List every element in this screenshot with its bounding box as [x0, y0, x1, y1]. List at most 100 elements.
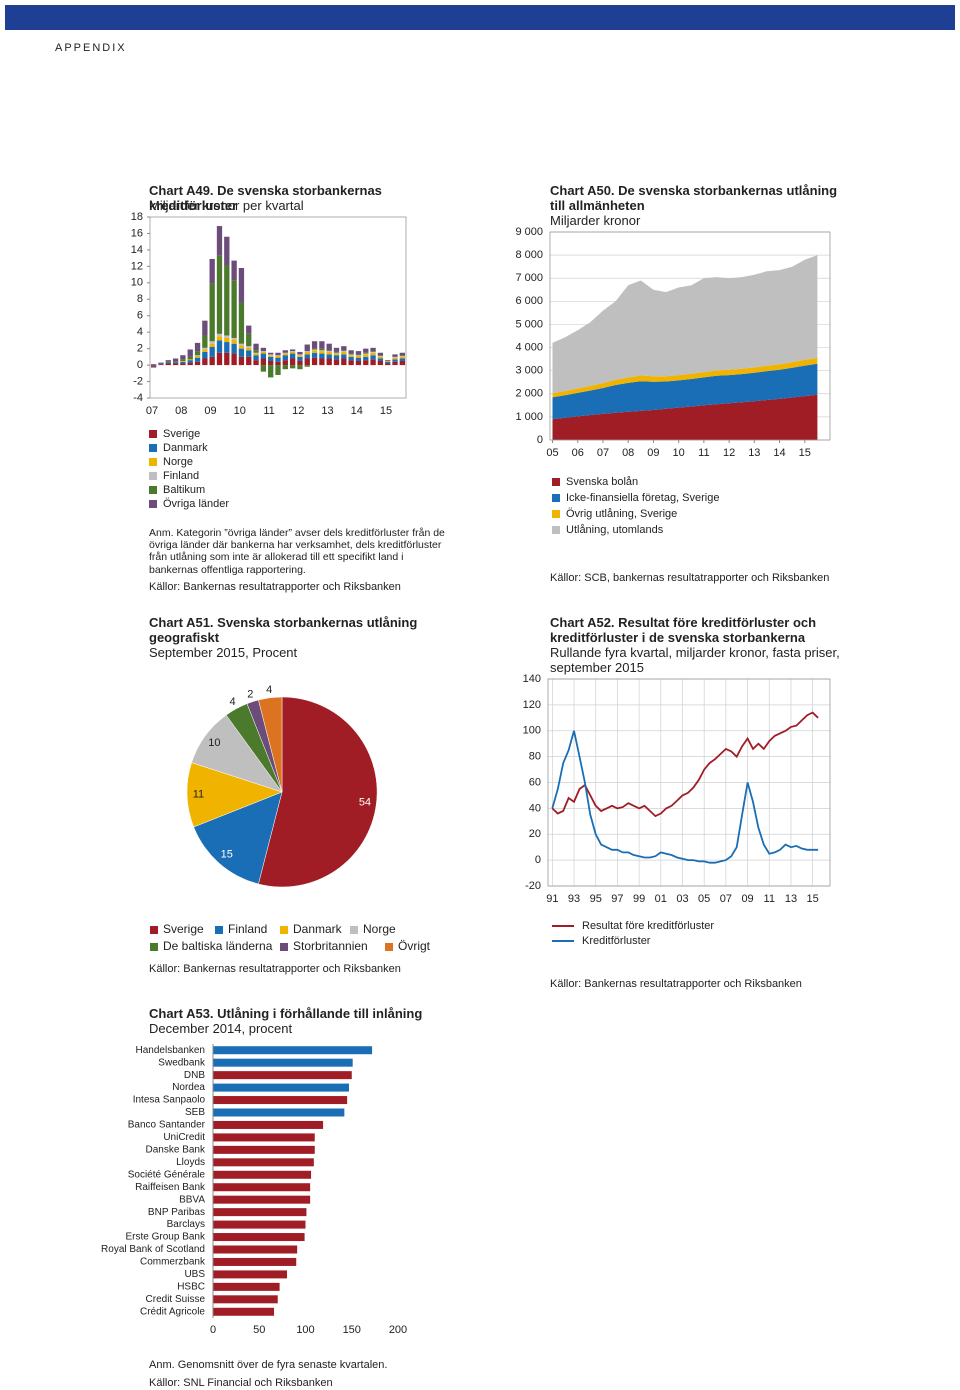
bar-segment: [392, 359, 398, 362]
bar-segment: [392, 354, 398, 357]
bar-segment: [246, 350, 252, 357]
bar-segment: [333, 353, 340, 356]
bar-segment: [238, 356, 245, 366]
bar-segment: [319, 341, 325, 349]
bar-segment: [282, 353, 288, 356]
bar-segment: [370, 347, 376, 352]
bar-segment: [319, 353, 325, 359]
bar-segment: [268, 356, 274, 361]
bar: [213, 1282, 280, 1291]
y-tick-label: 100: [523, 725, 541, 737]
bar-segment: [355, 354, 362, 356]
bar-segment: [370, 351, 376, 352]
bar-segment: [224, 352, 230, 366]
data-label: 4: [266, 684, 272, 696]
legend-label: Storbritannien: [293, 939, 368, 953]
x-tick-label: 14: [773, 447, 785, 459]
bar-segment: [363, 353, 369, 355]
bar-segment: [246, 346, 252, 348]
y-tick-label: Société Générale: [128, 1169, 206, 1180]
x-tick-label: 15: [807, 893, 819, 905]
y-tick-label: BBVA: [179, 1194, 205, 1205]
legend-label: Danmark: [163, 442, 208, 454]
legend-swatch: [149, 500, 157, 508]
chart-title: Chart A52. Resultat före kreditförluster…: [550, 615, 817, 645]
y-tick-label: 0: [535, 854, 541, 866]
bar-segment: [377, 356, 384, 357]
bar-segment: [202, 358, 208, 366]
plot-frame: [149, 216, 407, 399]
bar-segment: [399, 352, 405, 356]
legend-swatch: [149, 486, 157, 494]
legend-swatch: [149, 430, 157, 438]
pie-slice: [258, 696, 283, 793]
data-label: 10: [208, 737, 220, 749]
y-tick-label: Nordea: [172, 1082, 205, 1093]
y-tick-label: -2: [133, 375, 143, 387]
bar-segment: [289, 353, 296, 359]
y-tick-label: -4: [133, 392, 143, 404]
bar-segment: [385, 360, 391, 362]
bar-segment: [202, 347, 208, 350]
bar-segment: [253, 350, 259, 353]
chart-source: Källor: SCB, bankernas resultatrapporter…: [550, 572, 830, 584]
data-label: 15: [221, 849, 233, 861]
chart-title: Chart A49. De svenska storbankernas kred…: [149, 183, 382, 213]
bar-segment: [304, 365, 310, 367]
bar-segment: [363, 352, 369, 354]
bar-segment: [231, 353, 237, 366]
bar-segment: [260, 347, 267, 352]
bar-segment: [355, 351, 362, 355]
bar-segment: [231, 343, 237, 354]
y-tick-label: 6 000: [515, 295, 543, 307]
bar-segment: [246, 356, 252, 366]
bar-segment: [341, 354, 347, 359]
x-tick-label: 10: [673, 447, 685, 459]
chart-title: Chart A51. Svenska storbankernas utlånin…: [149, 615, 418, 645]
bar-segment: [158, 364, 164, 366]
line: [551, 711, 819, 818]
y-tick-label: Royal Bank of Scotland: [101, 1244, 205, 1255]
legend-swatch: [215, 926, 223, 934]
legend-swatch: [150, 943, 158, 951]
bar-segment: [224, 265, 230, 336]
bar-segment: [326, 351, 332, 355]
chart-source: Källor: Bankernas resultatrapporter och …: [149, 581, 401, 593]
x-tick-label: 07: [597, 447, 609, 459]
bar-segment: [194, 357, 201, 362]
bar-segment: [363, 354, 369, 357]
bar: [213, 1083, 349, 1092]
bar-segment: [385, 361, 391, 364]
bar-segment: [311, 350, 318, 353]
x-tick-label: 12: [292, 405, 304, 417]
legend-label: Sverige: [163, 922, 204, 936]
bar-segment: [172, 361, 179, 363]
y-tick-label: 20: [529, 828, 541, 840]
y-tick-label: Credit Suisse: [146, 1294, 206, 1305]
bar-segment: [209, 346, 215, 357]
bar-segment: [224, 335, 230, 338]
bar-segment: [172, 363, 179, 366]
bar-segment: [304, 351, 310, 352]
chart-note: Anm. Genomsnitt över de fyra senaste kva…: [149, 1359, 388, 1371]
bar-segment: [377, 352, 384, 356]
bar-segment: [399, 356, 405, 359]
y-tick-label: 80: [529, 751, 541, 763]
x-tick-label: 0: [210, 1324, 216, 1336]
bar-segment: [289, 365, 296, 369]
bar-segment: [224, 236, 230, 266]
bar-segment: [231, 280, 237, 338]
x-tick-label: 13: [785, 893, 797, 905]
bar-segment: [187, 359, 193, 361]
legend-label: Finland: [228, 922, 267, 936]
bar-segment: [399, 358, 405, 361]
header-label: APPENDIX: [55, 42, 127, 54]
bar-segment: [180, 361, 186, 364]
bar-segment: [194, 356, 201, 358]
y-tick-label: Intesa Sanpaolo: [133, 1095, 206, 1106]
bar: [213, 1183, 311, 1192]
bar-segment: [297, 355, 303, 357]
bar-segment: [326, 354, 332, 359]
bar-segment: [246, 333, 252, 347]
